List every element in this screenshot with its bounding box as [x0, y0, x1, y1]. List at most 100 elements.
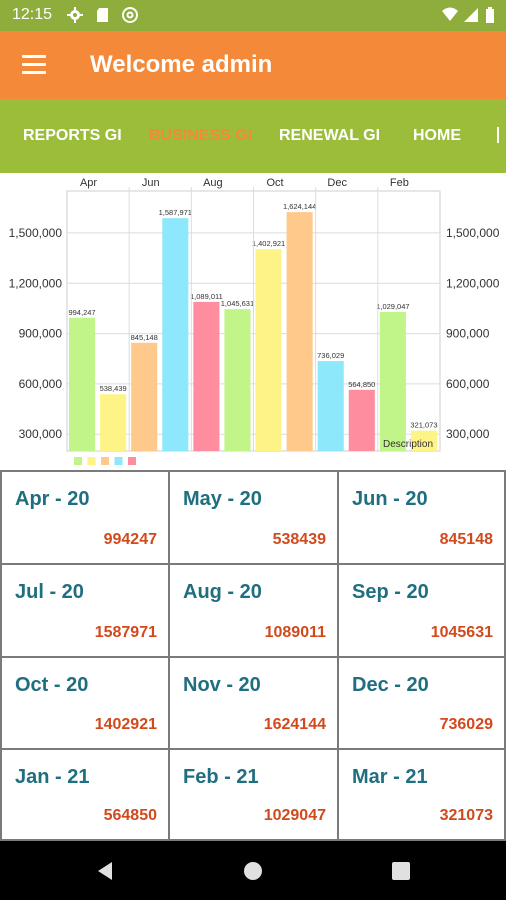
bar-value-label: 845,148 — [131, 333, 158, 342]
status-time: 12:15 — [12, 6, 53, 23]
month-value: 538439 — [272, 531, 326, 548]
chart-bar — [100, 394, 127, 451]
y-tick-label-left: 1,200,000 — [9, 276, 63, 290]
month-cell[interactable]: Dec - 20 736029 — [339, 658, 504, 748]
bar-value-label: 1,402,921 — [252, 239, 285, 248]
month-label: Oct - 20 — [15, 674, 89, 696]
month-label: Sep - 20 — [352, 581, 429, 603]
wifi-icon — [441, 6, 459, 24]
month-cell[interactable]: Jan - 21 564850 — [2, 750, 168, 839]
month-value: 1089011 — [264, 624, 326, 641]
month-cell[interactable]: May - 20 538439 — [170, 472, 337, 563]
month-value: 1029047 — [263, 807, 326, 824]
month-cell[interactable]: Sep - 20 1045631 — [339, 565, 504, 656]
chart-bar — [317, 361, 344, 451]
legend-swatch — [101, 457, 109, 465]
chart-bar — [69, 317, 96, 451]
x-axis-top-label: Dec — [327, 177, 347, 189]
legend-swatch — [114, 457, 123, 465]
bar-value-label: 736,029 — [317, 351, 344, 360]
tab-home[interactable]: HOME — [413, 127, 461, 144]
y-tick-label-right: 300,000 — [446, 427, 490, 441]
tab-business-gi[interactable]: BUSINESS GI — [149, 127, 253, 144]
tab-renewal-gi[interactable]: RENEWAL GI — [279, 127, 381, 144]
app-title: Welcome admin — [90, 51, 273, 78]
bar-value-label: 1,045,631 — [221, 299, 254, 308]
month-cell[interactable]: Nov - 20 1624144 — [170, 658, 337, 748]
bar-value-label: 994,247 — [68, 308, 95, 317]
month-cell[interactable]: Aug - 20 1089011 — [170, 565, 337, 656]
hamburger-menu-icon[interactable] — [20, 52, 48, 78]
back-icon[interactable] — [94, 859, 118, 883]
month-value: 845148 — [439, 531, 493, 548]
month-value: 994247 — [103, 531, 157, 548]
y-tick-label-right: 1,500,000 — [446, 226, 500, 240]
chart-bar — [348, 389, 375, 451]
tab-bar: REPORTS GI BUSINESS GI RENEWAL GI HOME — [0, 99, 506, 173]
y-tick-label-left: 900,000 — [19, 327, 63, 341]
month-value: 321073 — [439, 807, 493, 824]
month-label: Dec - 20 — [352, 674, 429, 696]
month-value: 1587971 — [94, 624, 157, 641]
recents-icon[interactable] — [389, 859, 413, 883]
x-axis-top-label: Aug — [203, 177, 223, 189]
y-tick-label-right: 900,000 — [446, 327, 490, 341]
x-axis-top-label: Jun — [142, 177, 160, 189]
month-label: Nov - 20 — [183, 674, 261, 696]
navigation-bar — [0, 841, 506, 900]
month-label: May - 20 — [183, 488, 262, 510]
bar-value-label: 1,029,047 — [376, 302, 409, 311]
bar-value-label: 564,850 — [348, 380, 375, 389]
tab-reports-gi[interactable]: REPORTS GI — [23, 127, 122, 144]
battery-icon — [484, 6, 496, 24]
bar-value-label: 1,587,971 — [159, 208, 192, 217]
month-value: 1624144 — [263, 716, 326, 733]
month-grid: Apr - 20 994247 May - 20 538439 Jun - 20 8451… — [0, 470, 506, 841]
chart-bar — [379, 311, 406, 451]
month-label: Aug - 20 — [183, 581, 262, 603]
x-axis-top-label: Oct — [266, 177, 283, 189]
month-label: Jul - 20 — [15, 581, 84, 603]
month-cell[interactable]: Jul - 20 1587971 — [2, 565, 168, 656]
chart-bar — [410, 430, 437, 451]
chart-bar — [162, 218, 189, 451]
status-bar: 12:15 — [0, 0, 506, 31]
x-axis-top-label: Apr — [80, 177, 97, 189]
y-tick-label-right: 1,200,000 — [446, 276, 500, 290]
month-label: Jan - 21 — [15, 766, 90, 788]
x-axis-top-label: Feb — [390, 177, 409, 189]
bar-value-label: 1,089,011 — [190, 292, 223, 301]
chart-bar — [286, 212, 313, 451]
month-value: 736029 — [439, 716, 493, 733]
bar-value-label: 321,073 — [410, 421, 437, 430]
at-sign-icon — [121, 6, 139, 24]
home-icon[interactable] — [241, 859, 265, 883]
month-label: Apr - 20 — [15, 488, 90, 510]
bar-chart: 1,500,000 1,500,000 1,200,000 1,200,000 900,… — [0, 173, 506, 470]
month-label: Feb - 21 — [183, 766, 259, 788]
app-bar: Welcome admin — [0, 31, 506, 99]
legend-swatch — [74, 457, 82, 465]
chart-svg: 1,500,000 1,500,000 1,200,000 1,200,000 900,… — [9, 177, 500, 465]
month-cell[interactable]: Mar - 21 321073 — [339, 750, 504, 839]
chart-bar — [224, 309, 251, 451]
chart-bar — [131, 342, 158, 451]
bar-value-label: 538,439 — [100, 384, 127, 393]
chart-bar — [193, 301, 220, 451]
y-tick-label-left: 600,000 — [19, 377, 63, 391]
month-value: 1402921 — [94, 716, 157, 733]
y-tick-label-left: 1,500,000 — [9, 226, 63, 240]
month-label: Jun - 20 — [352, 488, 428, 510]
month-cell[interactable]: Oct - 20 1402921 — [2, 658, 168, 748]
signal-icon — [462, 6, 480, 24]
sd-card-icon — [94, 6, 112, 24]
settings-icon — [66, 6, 84, 24]
month-cell[interactable]: Jun - 20 845148 — [339, 472, 504, 563]
legend-swatch — [87, 457, 96, 465]
y-tick-label-left: 300,000 — [19, 427, 63, 441]
month-label: Mar - 21 — [352, 766, 428, 788]
month-cell[interactable]: Feb - 21 1029047 — [170, 750, 337, 839]
chart-description: Description — [383, 439, 433, 450]
y-tick-label-right: 600,000 — [446, 377, 490, 391]
month-cell[interactable]: Apr - 20 994247 — [2, 472, 168, 563]
